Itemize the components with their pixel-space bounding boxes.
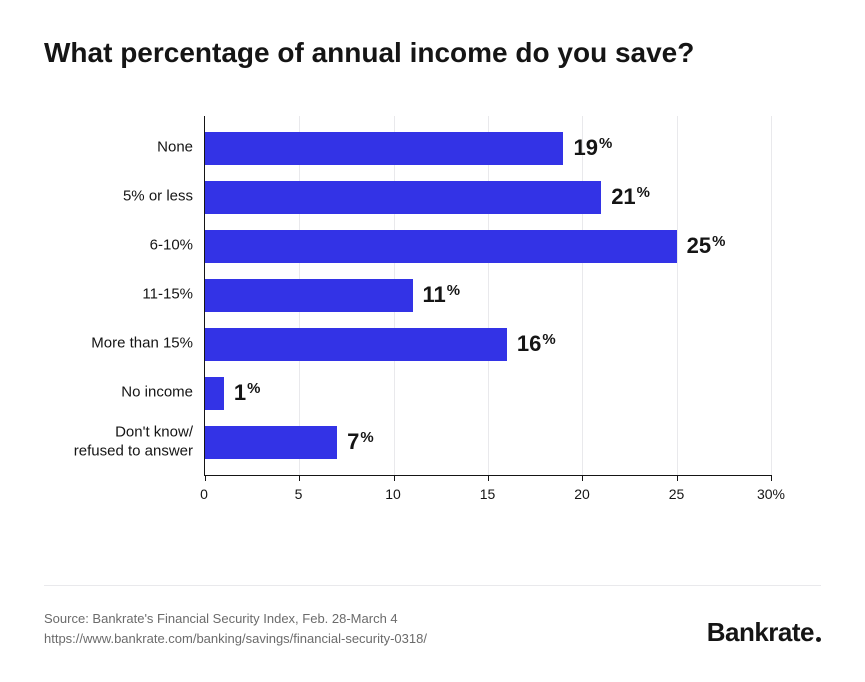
logo-dot-icon xyxy=(816,637,821,642)
bar-value-label: 16% xyxy=(517,331,556,357)
chart-title: What percentage of annual income do you … xyxy=(44,36,821,70)
source-line-2: https://www.bankrate.com/banking/savings… xyxy=(44,629,427,649)
x-tick-label: 0 xyxy=(200,486,208,502)
category-label: 6-10% xyxy=(35,237,205,256)
chart-container: What percentage of annual income do you … xyxy=(0,0,865,682)
x-tick-label: 25 xyxy=(669,486,685,502)
x-tick-label: 5 xyxy=(295,486,303,502)
bar-value-label: 21% xyxy=(611,184,650,210)
bars-group: None19% 5% or less21% 6-10%25% 11-15%11% Mor… xyxy=(205,116,771,475)
plot-area: None19% 5% or less21% 6-10%25% 11-15%11% Mor… xyxy=(204,116,771,476)
category-label: None xyxy=(35,139,205,158)
bar-row: Don't know/refused to answer7% xyxy=(205,426,771,459)
x-axis: 051015202530% xyxy=(204,476,771,506)
chart-area: None19% 5% or less21% 6-10%25% 11-15%11% Mor… xyxy=(204,116,771,506)
bar xyxy=(205,328,507,361)
bar-row: No income1% xyxy=(205,377,771,410)
x-tick-label: 10 xyxy=(385,486,401,502)
x-tick-mark xyxy=(771,475,772,481)
bar-row: 11-15%11% xyxy=(205,279,771,312)
bar xyxy=(205,279,413,312)
bar-value-label: 19% xyxy=(573,135,612,161)
x-tick-label: 15 xyxy=(480,486,496,502)
bar xyxy=(205,181,601,214)
bar xyxy=(205,230,677,263)
bankrate-logo: Bankrate xyxy=(707,617,821,648)
x-tick-label: 20 xyxy=(574,486,590,502)
bar-value-label: 7% xyxy=(347,429,374,455)
footer: Source: Bankrate's Financial Security In… xyxy=(44,609,821,648)
category-label: No income xyxy=(35,384,205,403)
bar-value-label: 25% xyxy=(687,233,726,259)
bar xyxy=(205,426,337,459)
bar-value-label: 1% xyxy=(234,380,261,406)
bar xyxy=(205,132,563,165)
category-label: More than 15% xyxy=(35,335,205,354)
logo-text: Bankrate xyxy=(707,617,814,648)
category-label: 5% or less xyxy=(35,188,205,207)
bar xyxy=(205,377,224,410)
bar-value-label: 11% xyxy=(423,282,461,308)
bar-row: 6-10%25% xyxy=(205,230,771,263)
bar-row: None19% xyxy=(205,132,771,165)
gridline xyxy=(771,116,772,475)
category-label: 11-15% xyxy=(35,286,205,305)
source-text: Source: Bankrate's Financial Security In… xyxy=(44,609,427,648)
x-tick-label: 30% xyxy=(757,486,785,502)
bar-row: More than 15%16% xyxy=(205,328,771,361)
bar-row: 5% or less21% xyxy=(205,181,771,214)
category-label: Don't know/refused to answer xyxy=(35,423,205,461)
source-line-1: Source: Bankrate's Financial Security In… xyxy=(44,609,427,629)
footer-divider xyxy=(44,585,821,586)
